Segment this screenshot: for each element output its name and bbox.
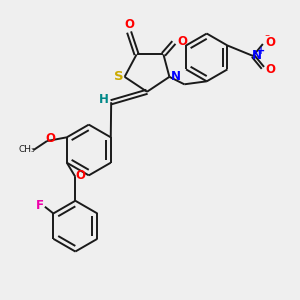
Text: O: O (178, 34, 188, 47)
Text: O: O (45, 132, 55, 145)
Text: ⁻: ⁻ (265, 33, 270, 43)
Text: S: S (114, 70, 124, 83)
Text: O: O (124, 18, 134, 31)
Text: O: O (265, 63, 275, 76)
Text: N: N (171, 70, 181, 83)
Text: CH₃: CH₃ (19, 145, 35, 154)
Text: O: O (76, 169, 86, 182)
Text: N: N (252, 50, 262, 62)
Text: O: O (265, 36, 275, 49)
Text: +: + (257, 46, 266, 56)
Text: F: F (35, 199, 44, 212)
Text: H: H (99, 93, 109, 106)
